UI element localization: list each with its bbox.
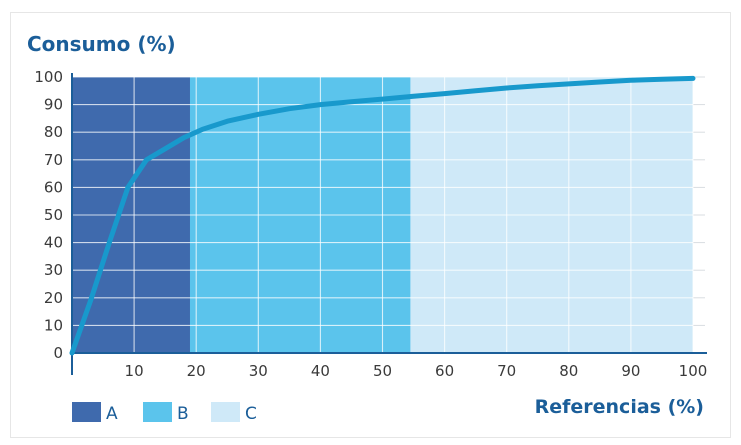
x-tick-label-80: 80 — [559, 362, 578, 380]
y-tick-label-30: 30 — [44, 261, 63, 279]
x-tick-label-70: 70 — [497, 362, 516, 380]
y-axis-title: Consumo (%) — [27, 32, 176, 56]
legend-label-b: B — [177, 404, 189, 424]
legend-swatch-c — [211, 402, 240, 422]
legend-swatch-a — [72, 402, 101, 422]
y-tick-label-80: 80 — [44, 123, 63, 141]
x-tick-label-50: 50 — [373, 362, 392, 380]
series-layer — [69, 75, 696, 356]
y-tick-label-0: 0 — [53, 344, 63, 362]
legend: A B C — [72, 402, 257, 424]
legend-label-a: A — [106, 404, 118, 424]
y-tick-label-70: 70 — [44, 151, 63, 169]
y-tick-label-50: 50 — [44, 206, 63, 224]
x-tick-label-100: 100 — [679, 362, 708, 380]
y-tick-label-10: 10 — [44, 316, 63, 334]
x-axis-title: Referencias (%) — [535, 396, 704, 418]
x-tick-label-90: 90 — [621, 362, 640, 380]
y-tick-label-60: 60 — [44, 178, 63, 196]
legend-label-c: C — [245, 404, 257, 424]
legend-swatch-b — [143, 402, 172, 422]
x-tick-label-30: 30 — [249, 362, 268, 380]
y-tick-label-40: 40 — [44, 234, 63, 252]
x-tick-label-10: 10 — [125, 362, 144, 380]
series-line-0 — [69, 75, 696, 356]
x-tick-label-60: 60 — [435, 362, 454, 380]
axis-layer — [71, 73, 707, 375]
y-tick-label-100: 100 — [34, 68, 63, 86]
ticks-layer: 0 10 20 30 40 50 60 70 80 90 100 10 20 30 40 50 60 70 80 90… — [34, 68, 707, 380]
x-tick-label-40: 40 — [311, 362, 330, 380]
y-tick-label-90: 90 — [44, 96, 63, 114]
y-tick-label-20: 20 — [44, 289, 63, 307]
chart-frame — [10, 12, 731, 438]
x-tick-label-20: 20 — [187, 362, 206, 380]
